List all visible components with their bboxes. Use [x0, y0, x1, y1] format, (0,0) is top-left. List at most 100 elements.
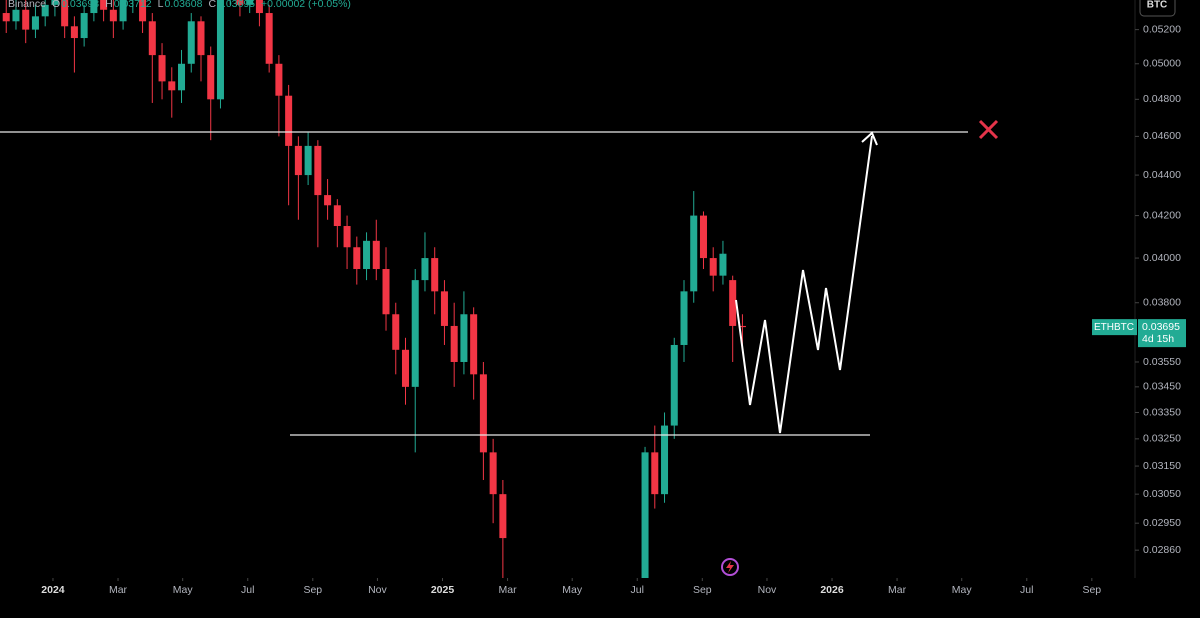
candle-body [699, 215, 707, 259]
candle-body [690, 215, 698, 292]
candle-body [168, 81, 176, 91]
candle-body [324, 195, 332, 206]
candle-body [411, 280, 419, 387]
candle-body [119, 0, 127, 22]
arrow-head [861, 131, 878, 146]
candle-body [197, 21, 205, 56]
candle-body [70, 26, 78, 39]
price-tag-countdown: 4d 15h [1142, 333, 1174, 345]
candle-body [651, 452, 659, 495]
candle-body [90, 0, 98, 14]
y-tick-label: 0.05000 [1143, 58, 1181, 70]
y-tick-label: 0.02860 [1143, 544, 1181, 556]
x-tick-label: May [173, 584, 194, 596]
x-tick-label: Sep [1082, 584, 1101, 596]
symbol-tag [1092, 319, 1137, 336]
y-tick-label: 0.03800 [1143, 297, 1181, 309]
x-tick-label: Nov [758, 584, 777, 596]
y-tick-label: 0.04800 [1143, 93, 1181, 105]
candle-body [382, 269, 390, 315]
y-tick-label: 0.04600 [1143, 130, 1181, 142]
ohlc-label: L [158, 0, 164, 10]
candle-body [236, 0, 244, 5]
candle-body [670, 344, 678, 426]
plot-area [2, 0, 746, 578]
candle-body [216, 0, 224, 100]
candle-body [729, 280, 737, 326]
candle-body [450, 325, 458, 362]
candle-body [421, 258, 429, 281]
symbol-tag-label: ETHBTC [1094, 322, 1134, 333]
candle-body [470, 314, 478, 375]
candle-body [661, 425, 669, 495]
y-tick-label: 0.04200 [1143, 209, 1181, 221]
candle-body [392, 314, 400, 350]
candle-body [719, 253, 727, 276]
ohlc-value: 0.03712 [114, 0, 152, 10]
candle-body [187, 21, 195, 64]
x-tick-label: Mar [498, 584, 517, 596]
ohlc-label: H [105, 0, 113, 10]
candle-body [372, 240, 380, 270]
x-tick-label: May [562, 584, 583, 596]
y-tick-label: 0.03250 [1143, 433, 1181, 445]
header: Binance O 0.03698 H 0.03712 L 0.03608 C 0.03695 +… [8, 0, 351, 10]
y-tick-label: 0.03150 [1143, 460, 1181, 472]
candle-body [709, 258, 717, 276]
candle-body [22, 9, 30, 30]
x-tick-label: Jul [1020, 584, 1033, 596]
candle-body [460, 314, 468, 362]
candle-body [641, 452, 649, 578]
ohlc-value: 0.03695 [217, 0, 255, 10]
y-tick-label: 0.03050 [1143, 488, 1181, 500]
x-tick-label: Jul [631, 584, 644, 596]
x-tick-label: Nov [368, 584, 387, 596]
y-tick-label: 0.04400 [1143, 169, 1181, 181]
candle-body [285, 95, 293, 146]
x-tick-label: May [952, 584, 973, 596]
ohlc-label: O [52, 0, 60, 10]
x-tick-label: Mar [888, 584, 907, 596]
candle-body [12, 9, 20, 22]
red-x [978, 119, 999, 140]
candle-body [431, 258, 439, 292]
y-tick-label: 0.05200 [1143, 23, 1181, 35]
candle-body [139, 0, 147, 22]
x-tick-label: 2026 [820, 584, 844, 596]
candle-body [246, 0, 254, 5]
candle-body [80, 13, 88, 39]
ohlc-value: 0.03698 [61, 0, 99, 10]
ohlc-label: C [208, 0, 216, 10]
candle-body [499, 494, 507, 539]
candle-body [148, 21, 156, 56]
x-tick-label: Jul [241, 584, 254, 596]
candle-body [440, 291, 448, 326]
candle-body [100, 0, 108, 10]
x-tick-label: Mar [109, 584, 128, 596]
x-tick-label: 2025 [431, 584, 455, 596]
change: +0.00002 (+0.05%) [261, 0, 351, 10]
candle-body [489, 452, 497, 495]
candle-body [353, 247, 361, 270]
candle-body [158, 55, 166, 82]
candle-body [304, 145, 312, 176]
bolt-icon [721, 558, 739, 576]
candle-body [738, 325, 746, 328]
candle-body [294, 145, 302, 176]
y-tick-label: 0.03450 [1143, 381, 1181, 393]
currency: BTC [1147, 0, 1168, 11]
candle-body [41, 4, 49, 17]
candle-body [343, 226, 351, 248]
exchange: Binance [8, 0, 46, 10]
ohlc-value: 0.03608 [165, 0, 203, 10]
candle-body [479, 374, 487, 453]
x-tick-label: 2024 [41, 584, 65, 596]
candle-body [2, 13, 10, 22]
candle-body [275, 63, 283, 96]
candle-body [333, 205, 341, 227]
candle-body [314, 145, 322, 196]
candle-body [255, 0, 263, 14]
